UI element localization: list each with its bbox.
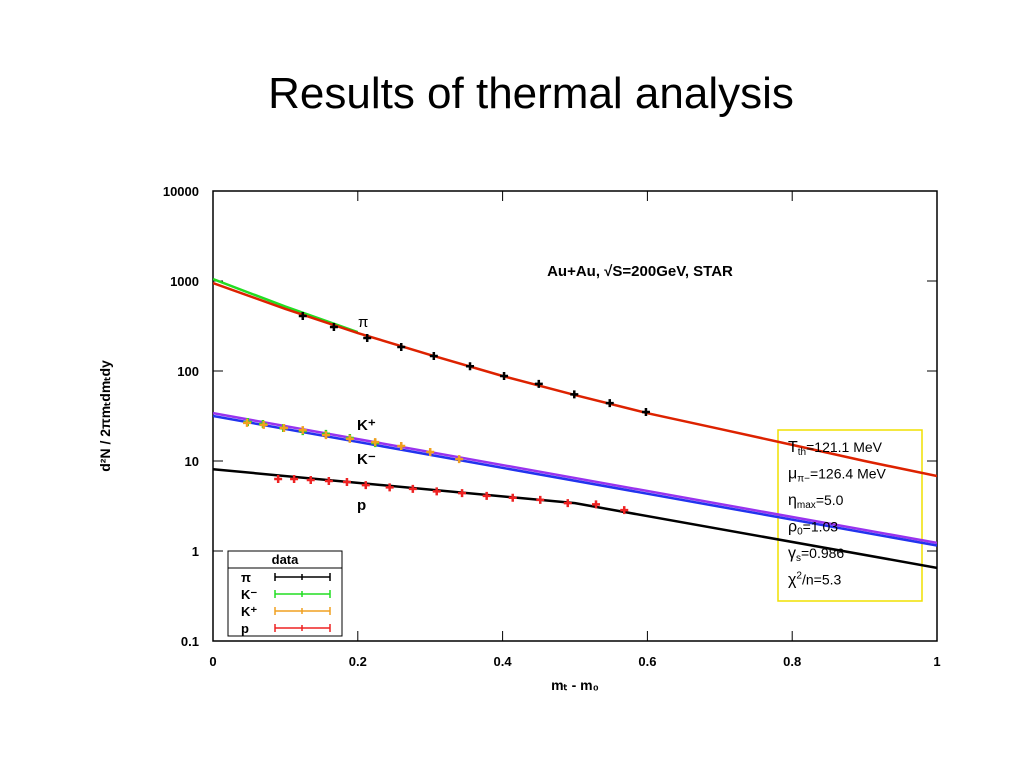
y-tick-label: 100 <box>177 364 199 379</box>
param-line: χ2/n=5.3 <box>788 571 841 589</box>
data-point <box>591 500 600 509</box>
data-point <box>243 418 252 427</box>
param-part: 2 <box>796 571 802 582</box>
data-point <box>324 476 333 485</box>
data-point <box>397 441 406 450</box>
fit-curve <box>213 411 937 545</box>
param-line: ρ0=1.03 <box>788 519 838 538</box>
param-part: =1.03 <box>803 519 839 535</box>
data-point <box>620 506 629 515</box>
param-part: =121.1 MeV <box>806 439 883 455</box>
param-part: π− <box>797 474 810 485</box>
param-line: Tth=121.1 MeV <box>788 439 883 458</box>
x-tick-label: 0 <box>209 654 216 669</box>
legend-swatch <box>274 607 331 615</box>
param-part: γ <box>788 545 796 562</box>
param-part: s <box>796 553 801 564</box>
y-tick-label: 0.1 <box>181 634 199 649</box>
legend-label: K⁺ <box>241 604 257 619</box>
param-part: =0.986 <box>801 545 844 561</box>
data-point <box>298 426 307 435</box>
data-point <box>371 438 380 447</box>
fit-curve <box>213 277 359 334</box>
data-point <box>641 408 650 417</box>
data-point <box>466 362 475 371</box>
legend-label: p <box>241 621 249 636</box>
y-axis-label: d²N / 2πmₜdmₜdy <box>97 360 113 472</box>
data-point <box>508 493 517 502</box>
param-line: γs=0.986 <box>788 545 844 564</box>
legend-label: K⁻ <box>241 587 257 602</box>
legend-swatch <box>274 624 331 632</box>
param-part: =126.4 MeV <box>810 466 887 482</box>
curve-label: π <box>358 314 368 331</box>
data-point <box>321 431 330 440</box>
data-point <box>429 351 438 360</box>
data-point <box>306 476 315 485</box>
data-point <box>426 447 435 456</box>
param-part: =5.0 <box>816 492 844 508</box>
data-point <box>329 323 338 332</box>
param-part: th <box>798 447 806 458</box>
data-point <box>279 423 288 432</box>
data-point <box>534 379 543 388</box>
param-part: η <box>788 492 797 509</box>
param-part: T <box>788 439 798 456</box>
legend-title: data <box>272 552 300 567</box>
x-axis-label: mₜ - m₀ <box>551 677 599 693</box>
data-point <box>458 489 467 498</box>
annotation: Au+Au, √S=200GeV, STAR <box>547 263 733 280</box>
data-point <box>274 475 283 484</box>
data-point <box>563 499 572 508</box>
param-part: 0 <box>797 527 803 538</box>
y-tick-label: 10000 <box>163 184 199 199</box>
curve-label: p <box>357 497 366 514</box>
data-point <box>455 455 464 464</box>
x-tick-label: 0.6 <box>638 654 656 669</box>
data-point <box>536 495 545 504</box>
param-line: μπ−=126.4 MeV <box>788 466 887 485</box>
data-point <box>482 491 491 500</box>
data-point <box>385 483 394 492</box>
param-part: ρ <box>788 519 797 536</box>
y-tick-label: 1 <box>192 544 199 559</box>
x-tick-label: 0.4 <box>494 654 513 669</box>
fit-curve <box>213 414 937 547</box>
param-part: μ <box>788 466 797 483</box>
data-point <box>345 434 354 443</box>
y-tick-label: 10 <box>185 454 199 469</box>
x-tick-label: 0.2 <box>349 654 367 669</box>
data-point <box>290 475 299 484</box>
curve-label: K⁺ <box>357 417 376 434</box>
legend-swatch <box>274 590 331 598</box>
legend-label: π <box>241 570 251 585</box>
data-point <box>500 371 509 380</box>
param-part: χ <box>788 572 797 589</box>
y-tick-label: 1000 <box>170 274 199 289</box>
legend-swatch <box>274 573 331 581</box>
data-point <box>408 484 417 493</box>
param-line: ηmax=5.0 <box>788 492 844 511</box>
param-part: max <box>797 500 816 511</box>
fit-curve <box>213 467 937 570</box>
slide-title: Results of thermal analysis <box>268 69 794 118</box>
curve-label: K⁻ <box>357 451 376 468</box>
plot-frame <box>212 190 938 642</box>
data-point <box>298 311 307 320</box>
data-point <box>605 399 614 408</box>
x-tick-label: 0.8 <box>783 654 801 669</box>
data-point <box>259 420 268 429</box>
data-point <box>361 481 370 490</box>
data-point <box>363 333 372 342</box>
x-tick-label: 1 <box>933 654 940 669</box>
data-point <box>342 477 351 486</box>
param-part: /n=5.3 <box>802 572 842 588</box>
data-point <box>432 487 441 496</box>
data-point <box>397 342 406 351</box>
data-point <box>570 390 579 399</box>
